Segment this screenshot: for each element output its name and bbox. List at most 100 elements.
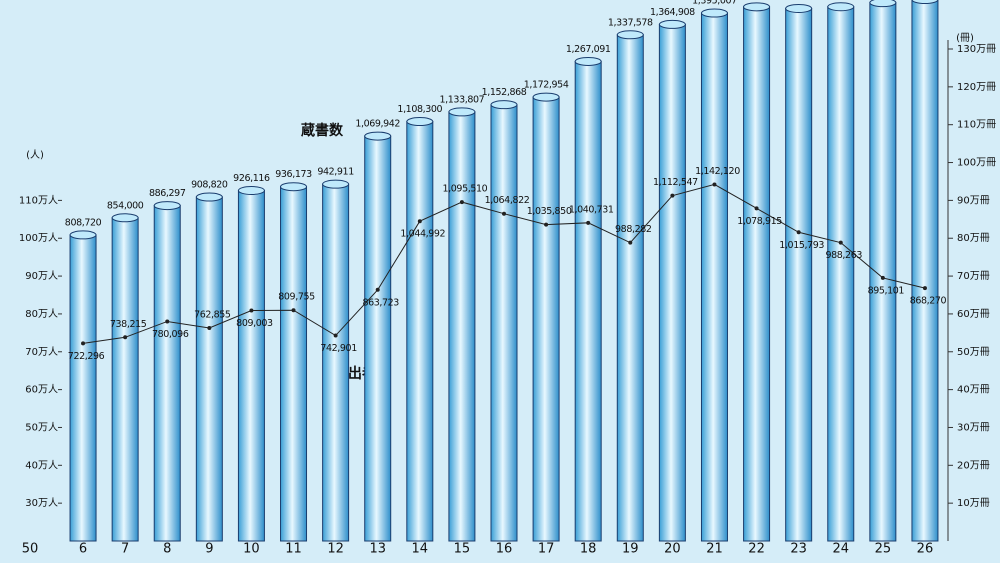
y2-tick-label: 50万冊 xyxy=(957,347,990,358)
bar-cap xyxy=(111,213,139,223)
line-point xyxy=(375,287,380,292)
bar-cap xyxy=(406,117,434,127)
line-point xyxy=(712,182,717,187)
line-value-label: 780,096 xyxy=(152,329,189,340)
x-tick-label: 11 xyxy=(285,542,302,557)
line-point xyxy=(670,193,675,198)
x-tick-label: 22 xyxy=(748,542,765,557)
bar xyxy=(364,135,392,542)
y2-tick-label: 110万冊 xyxy=(957,120,996,131)
x-tick-label: 9 xyxy=(205,542,213,557)
y2-tick-label: 20万冊 xyxy=(957,460,990,471)
line-point xyxy=(333,333,338,338)
bar xyxy=(532,96,560,542)
bar-cap xyxy=(911,0,939,5)
x-tick-label: 18 xyxy=(580,542,597,557)
line-point xyxy=(459,200,464,205)
y-tick-label: 70万人 xyxy=(25,346,58,358)
y2-tick-label: 30万冊 xyxy=(957,422,990,433)
bar-cap xyxy=(490,100,518,110)
line-point xyxy=(586,220,591,225)
bar xyxy=(322,183,350,542)
bar-value-label: 1,407,062 xyxy=(776,0,821,2)
bar-value-label: 926,116 xyxy=(233,173,270,184)
y-tick-label: 40万人 xyxy=(25,459,58,471)
bar-value-label: 1,267,091 xyxy=(566,44,611,55)
bar xyxy=(785,7,813,542)
bar-cap xyxy=(827,2,855,12)
line-value-label: 1,035,850 xyxy=(527,206,572,217)
line-value-label: 722,296 xyxy=(68,351,105,362)
bar-value-label: 1,364,908 xyxy=(650,7,695,18)
bar-value-label: 1,133,807 xyxy=(440,94,485,105)
line-value-label: 762,855 xyxy=(194,309,231,320)
x-tick-label: 13 xyxy=(369,542,386,557)
line-value-label: 1,095,510 xyxy=(443,184,488,195)
bar-cap xyxy=(322,179,350,189)
y-tick-label: 100万人 xyxy=(19,232,58,244)
line-value-label: 1,064,822 xyxy=(485,195,530,206)
bar-cap xyxy=(69,230,97,240)
x-tick-label: 6 xyxy=(79,542,87,557)
x-tick-label: 12 xyxy=(327,542,344,557)
bar-cap xyxy=(195,192,223,202)
bar-cap xyxy=(869,0,897,8)
bar xyxy=(658,23,686,542)
bar-value-label: 936,173 xyxy=(275,169,312,180)
bar xyxy=(280,186,308,542)
x-tick-label: 24 xyxy=(832,542,849,557)
y-tick-label: 60万人 xyxy=(25,384,58,396)
corner-label: 50 xyxy=(22,542,39,557)
y2-tick-label: 90万冊 xyxy=(957,195,990,206)
x-tick-label: 20 xyxy=(664,542,681,557)
line-value-label: 868,270 xyxy=(910,296,947,307)
series-label: 蔵書数 xyxy=(301,122,344,139)
bar-value-label: 808,720 xyxy=(65,217,102,228)
x-tick-label: 19 xyxy=(622,542,639,557)
line-point xyxy=(922,286,927,291)
x-tick-label: 17 xyxy=(538,542,555,557)
line-point xyxy=(754,206,759,211)
y-tick-label: 90万人 xyxy=(25,270,58,282)
y2-tick-label: 60万冊 xyxy=(957,309,990,320)
line-point xyxy=(880,275,885,280)
bar-value-label: 1,337,578 xyxy=(608,17,653,28)
bar xyxy=(700,12,728,542)
line-value-label: 895,101 xyxy=(868,285,905,296)
y-tick-label: 80万人 xyxy=(25,308,58,320)
line-point xyxy=(123,335,128,340)
line-value-label: 742,901 xyxy=(320,343,357,354)
x-tick-label: 15 xyxy=(454,542,471,557)
line-point xyxy=(796,230,801,235)
line-value-label: 809,755 xyxy=(278,292,315,303)
bar-cap xyxy=(700,8,728,18)
x-tick-label: 21 xyxy=(706,542,723,557)
x-tick-label: 10 xyxy=(243,542,260,557)
bar-value-label: 886,297 xyxy=(149,188,186,199)
bar-cap xyxy=(785,3,813,13)
line-point xyxy=(207,325,212,330)
bar-value-label: 1,069,942 xyxy=(355,119,400,130)
line-value-label: 1,015,793 xyxy=(779,240,824,251)
y2-tick-label: 120万冊 xyxy=(957,82,996,93)
line-point xyxy=(249,308,254,313)
line-value-label: 1,044,992 xyxy=(400,229,445,240)
bar-cap xyxy=(743,2,771,12)
bar-value-label: 1,172,954 xyxy=(524,80,569,91)
line-value-label: 1,078,915 xyxy=(737,216,782,227)
line-value-label: 863,723 xyxy=(362,297,399,308)
bar xyxy=(153,205,181,542)
line-value-label: 988,282 xyxy=(615,224,652,235)
bar-value-label: 1,108,300 xyxy=(397,104,442,115)
line-value-label: 1,040,731 xyxy=(569,204,614,215)
y2-tick-label: 100万冊 xyxy=(957,158,996,169)
bar-cap xyxy=(153,201,181,211)
bar xyxy=(827,6,855,542)
bar-value-label: 1,152,868 xyxy=(482,87,527,98)
bar xyxy=(448,111,476,542)
x-tick-label: 8 xyxy=(163,542,171,557)
x-tick-label: 25 xyxy=(875,542,892,557)
bar xyxy=(69,234,97,542)
y-axis-unit: (人) xyxy=(26,149,44,161)
